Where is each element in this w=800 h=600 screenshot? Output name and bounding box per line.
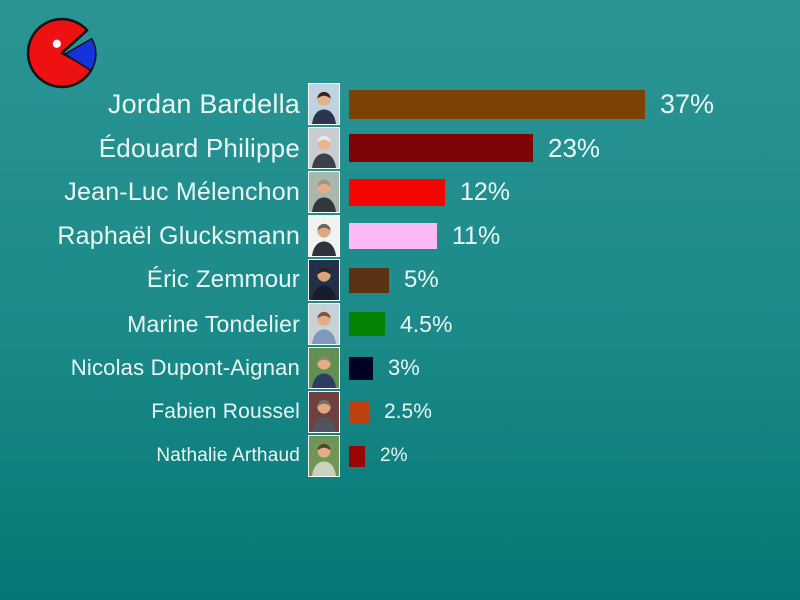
poll-value-label: 11%	[452, 221, 501, 250]
candidate-photo	[308, 215, 340, 257]
poll-bar	[349, 89, 645, 119]
poll-bar	[349, 445, 365, 467]
candidate-photo	[308, 259, 340, 301]
candidate-name: Raphaël Glucksmann	[57, 221, 300, 250]
candidate-name: Nicolas Dupont-Aignan	[70, 355, 300, 380]
candidate-row: Nathalie Arthaud 2%	[0, 434, 800, 478]
candidate-photo	[308, 83, 340, 125]
person-portrait-icon	[309, 172, 339, 212]
poll-value-label: 2.5%	[384, 400, 432, 423]
candidate-photo	[308, 303, 340, 345]
poll-value-label: 3%	[388, 355, 420, 380]
candidate-row: Raphaël Glucksmann 11%	[0, 214, 800, 258]
person-portrait-icon	[309, 128, 339, 168]
person-portrait-icon	[309, 348, 339, 388]
candidate-row: Éric Zemmour 5%	[0, 258, 800, 302]
candidate-photo	[308, 171, 340, 213]
candidate-rows: Jordan Bardella 37% Édouard Philippe 23% Jea…	[0, 82, 800, 478]
poll-bar	[349, 356, 373, 380]
candidate-photo	[308, 347, 340, 389]
poll-bar	[349, 134, 533, 162]
candidate-row: Jean-Luc Mélenchon 12%	[0, 170, 800, 214]
person-portrait-icon	[309, 304, 339, 344]
poll-value-label: 23%	[548, 132, 601, 163]
candidate-photo	[308, 435, 340, 477]
person-portrait-icon	[309, 260, 339, 300]
candidate-name: Fabien Roussel	[151, 400, 300, 423]
poll-value-label: 12%	[460, 177, 511, 206]
candidate-photo	[308, 391, 340, 433]
pie-pacman-logo-icon	[26, 17, 97, 89]
person-portrait-icon	[309, 436, 339, 476]
candidate-row: Édouard Philippe 23%	[0, 126, 800, 170]
poll-bar	[349, 401, 369, 423]
poll-bar	[349, 178, 445, 206]
poll-value-label: 2%	[380, 445, 408, 466]
poll-value-label: 5%	[404, 266, 439, 293]
poll-bar	[349, 223, 437, 249]
candidate-row: Jordan Bardella 37%	[0, 82, 800, 126]
candidate-name: Éric Zemmour	[146, 266, 300, 293]
poll-value-label: 4.5%	[400, 310, 453, 337]
poll-value-label: 37%	[660, 88, 715, 119]
candidate-name: Jean-Luc Mélenchon	[64, 177, 300, 206]
candidate-name: Nathalie Arthaud	[156, 445, 300, 466]
person-portrait-icon	[309, 84, 339, 124]
poll-bar	[349, 267, 389, 293]
person-portrait-icon	[309, 392, 339, 432]
candidate-photo	[308, 127, 340, 169]
poll-bar	[349, 312, 385, 336]
candidate-row: Nicolas Dupont-Aignan 3%	[0, 346, 800, 390]
candidate-row: Fabien Roussel 2.5%	[0, 390, 800, 434]
candidate-row: Marine Tondelier 4.5%	[0, 302, 800, 346]
person-portrait-icon	[309, 216, 339, 256]
candidate-name: Jordan Bardella	[107, 88, 300, 119]
candidate-name: Marine Tondelier	[127, 310, 300, 337]
candidate-name: Édouard Philippe	[98, 132, 300, 163]
